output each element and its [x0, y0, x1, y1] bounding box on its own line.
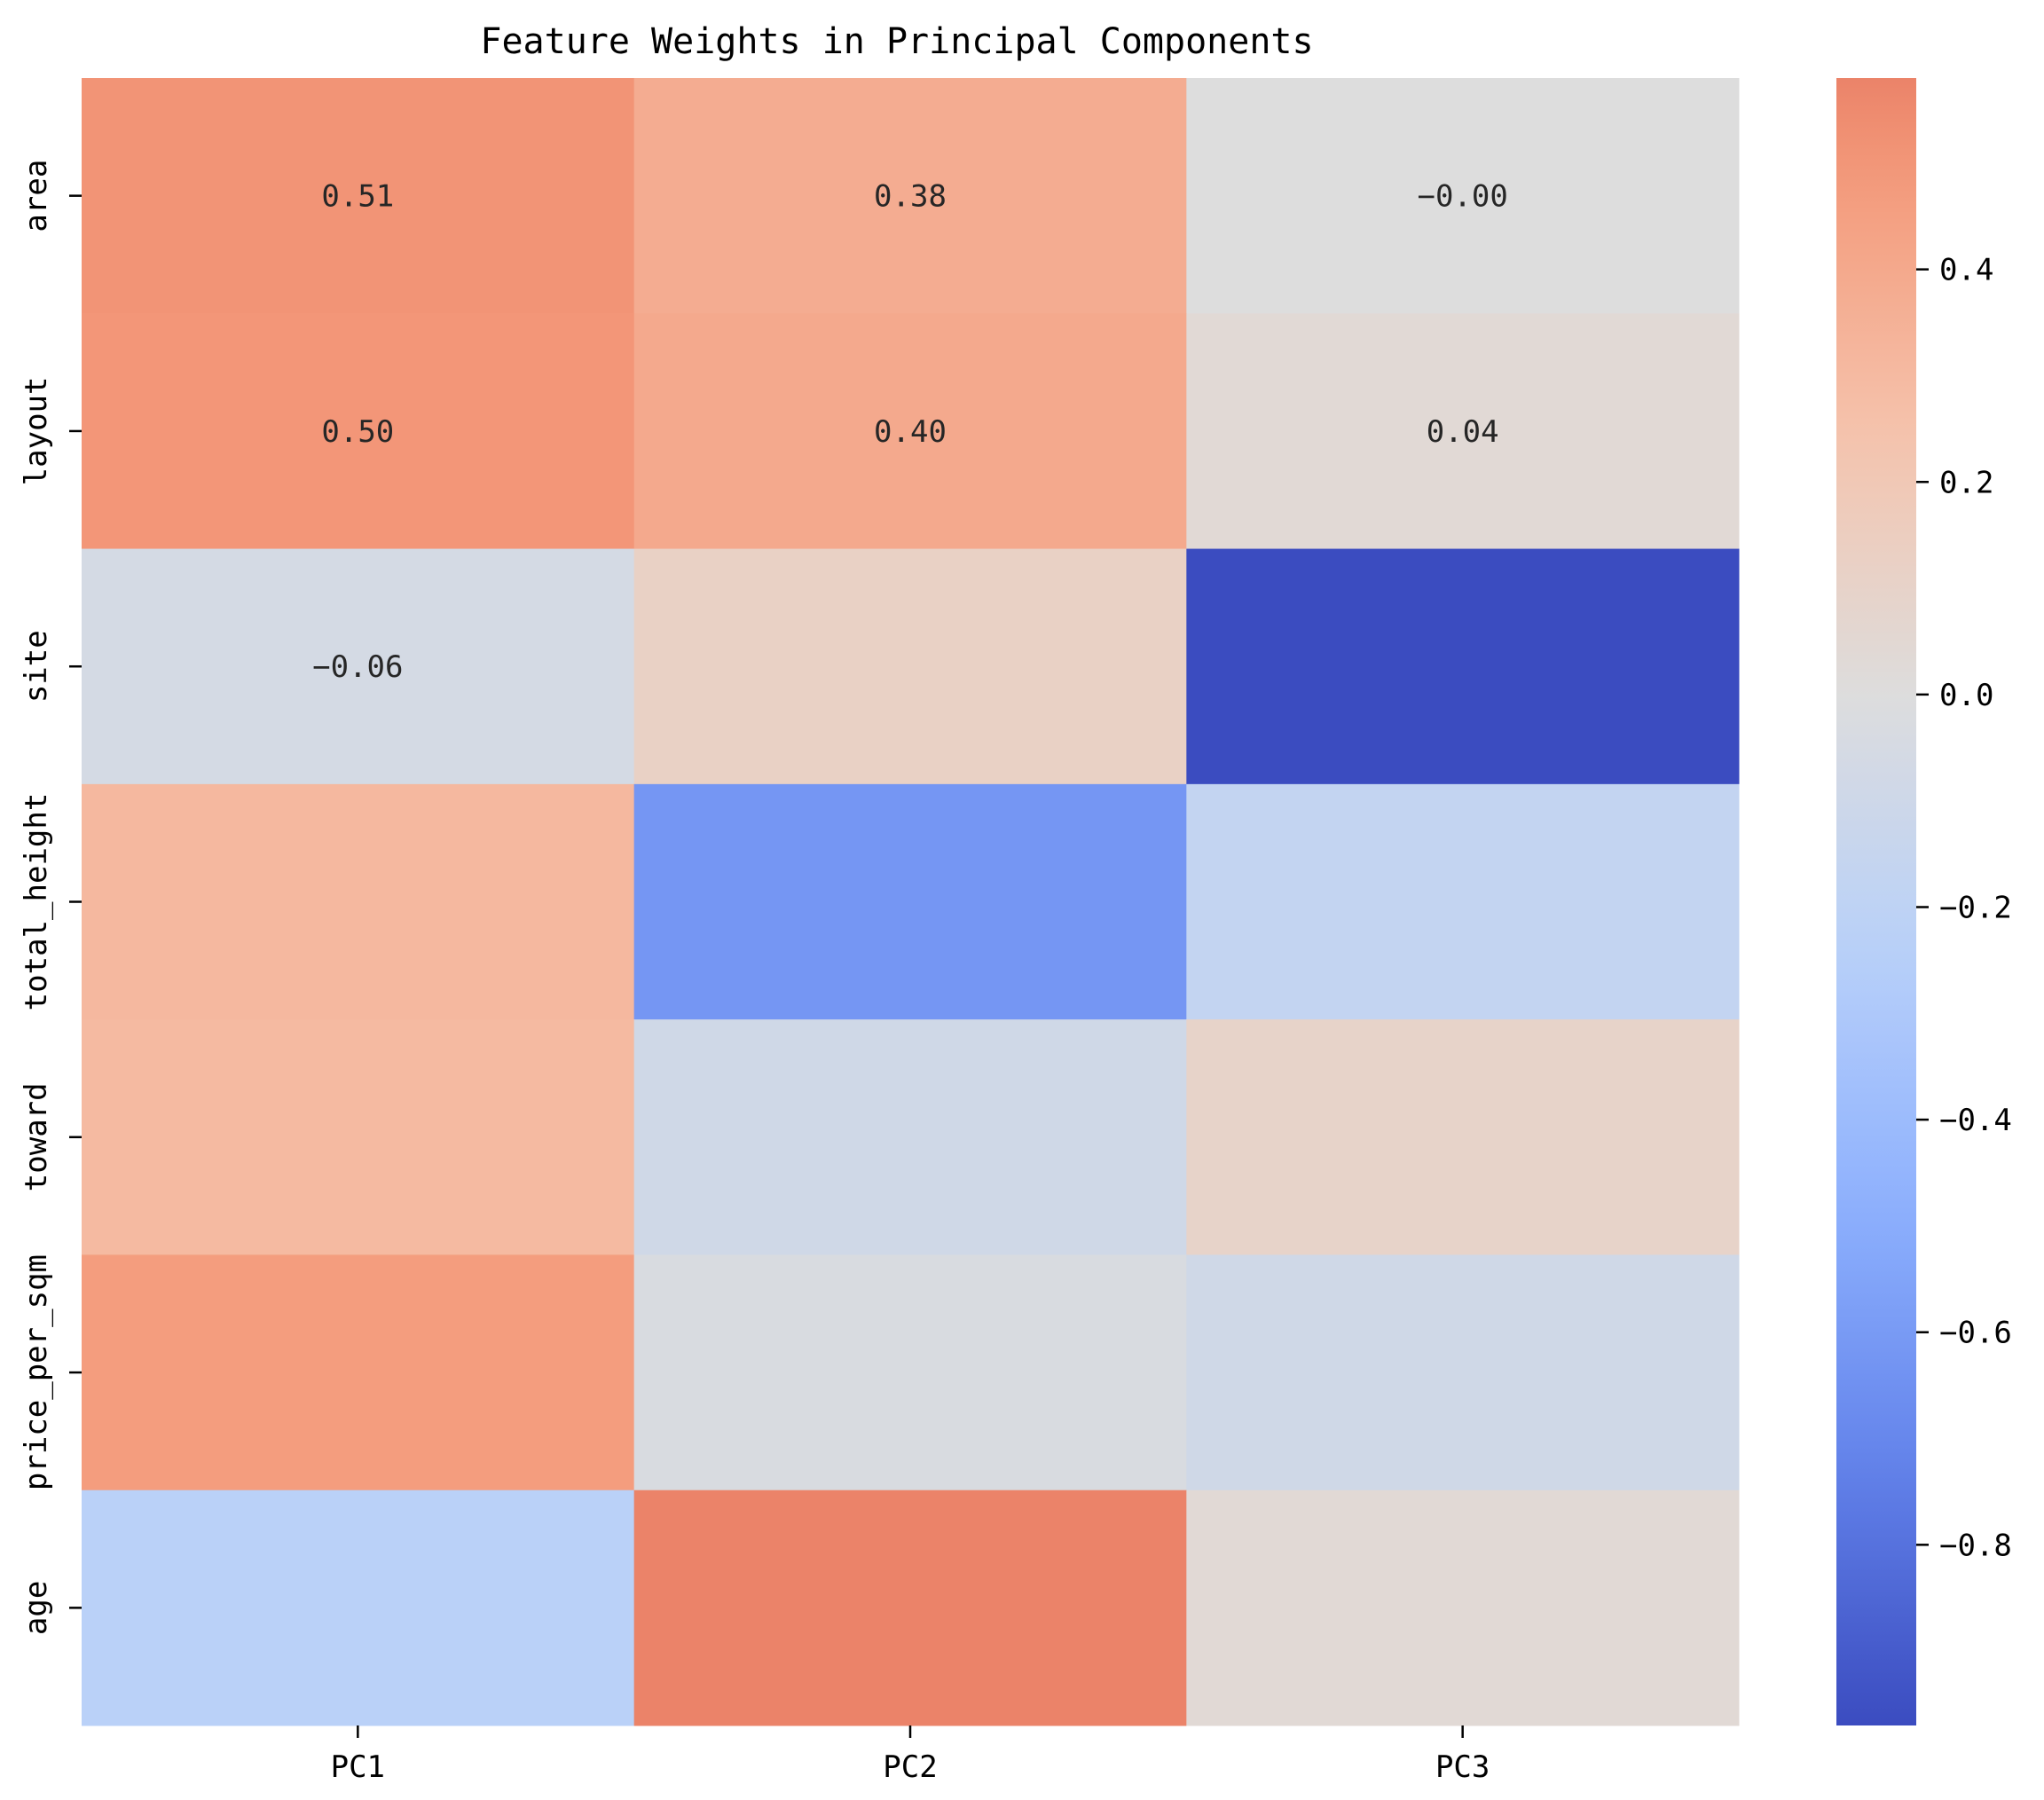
- row-label-total_height: total_height: [19, 793, 54, 1011]
- heatmap-cell-toward-PC3: [1186, 1019, 1740, 1255]
- heatmap-cell-price_per_sqm-PC3: [1186, 1254, 1740, 1491]
- colorbar-tick-label: 0.0: [1939, 678, 1993, 713]
- heatmap-cell-layout-PC2: [633, 313, 1187, 550]
- cell-annotation-area-PC2: 0.38: [874, 179, 947, 215]
- col-label-PC2: PC2: [883, 1749, 937, 1785]
- heatmap-cell-price_per_sqm-PC2: [633, 1254, 1187, 1491]
- row-label-site: site: [19, 630, 54, 703]
- row-label-age: age: [19, 1581, 54, 1635]
- heatmap-cell-area-PC2: [633, 78, 1187, 314]
- row-label-area: area: [19, 160, 54, 232]
- colorbar-tick-label: −0.4: [1939, 1103, 2012, 1138]
- heatmap-cell-area-PC1: [82, 78, 635, 314]
- heatmap-cell-age-PC3: [1186, 1490, 1740, 1726]
- colorbar-gradient: [1836, 78, 1916, 1725]
- heatmap-cell-layout-PC3: [1186, 313, 1740, 550]
- cell-annotation-area-PC3: −0.00: [1417, 179, 1507, 215]
- cell-annotation-area-PC1: 0.51: [321, 179, 394, 215]
- heatmap-cell-layout-PC1: [82, 313, 635, 550]
- cell-annotation-layout-PC3: 0.04: [1427, 414, 1499, 450]
- heatmap-cell-age-PC2: [633, 1490, 1187, 1726]
- cell-annotation-layout-PC2: 0.40: [874, 414, 947, 450]
- heatmap-cell-price_per_sqm-PC1: [82, 1254, 635, 1491]
- heatmap-cell-total_height-PC2: [633, 783, 1187, 1020]
- chart-title: Feature Weights in Principal Components: [480, 21, 1313, 62]
- heatmap-cells: [82, 78, 1740, 1726]
- col-label-PC1: PC1: [331, 1749, 385, 1785]
- heatmap-cell-site-PC2: [633, 548, 1187, 785]
- cell-annotations: 0.51 0.38 −0.00 0.50 0.40 0.04 −0.06: [312, 179, 1508, 686]
- colorbar-tick-label: −0.8: [1939, 1528, 2012, 1563]
- col-label-PC3: PC3: [1435, 1749, 1490, 1785]
- heatmap-cell-toward-PC1: [82, 1019, 635, 1255]
- colorbar-tick-label: −0.2: [1939, 890, 2012, 925]
- heatmap-cell-age-PC1: [82, 1490, 635, 1726]
- colorbar-tick-label: −0.6: [1939, 1316, 2012, 1351]
- cell-annotation-layout-PC1: 0.50: [321, 414, 394, 450]
- heatmap-cell-area-PC3: [1186, 78, 1740, 314]
- cell-annotation-site-PC1: −0.06: [312, 649, 403, 685]
- row-label-toward: toward: [19, 1082, 54, 1191]
- colorbar-tick-label: 0.2: [1939, 465, 1993, 500]
- row-label-layout: layout: [19, 377, 54, 486]
- colorbar: 0.4 0.2 0.0 −0.2 −0.4 −0.6 −0.8: [1836, 78, 2012, 1725]
- heatmap-cell-site-PC1: [82, 548, 635, 785]
- colorbar-tick-label: 0.4: [1939, 253, 1993, 288]
- heatmap-cell-total_height-PC1: [82, 783, 635, 1020]
- heatmap-cell-site-PC3: [1186, 548, 1740, 785]
- heatmap-cell-toward-PC2: [633, 1019, 1187, 1255]
- row-label-price_per_sqm: price_per_sqm: [19, 1254, 54, 1490]
- heatmap-cell-total_height-PC3: [1186, 783, 1740, 1020]
- column-axis: PC1 PC2 PC3: [331, 1725, 1490, 1785]
